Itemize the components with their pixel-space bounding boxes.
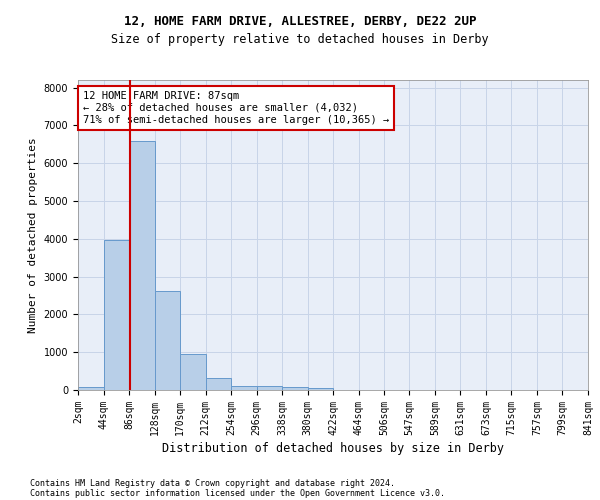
Bar: [282, 387, 308, 390]
Bar: [206, 378, 231, 390]
Bar: [231, 386, 257, 390]
X-axis label: Distribution of detached houses by size in Derby: Distribution of detached houses by size …: [162, 442, 504, 455]
Text: 12, HOME FARM DRIVE, ALLESTREE, DERBY, DE22 2UP: 12, HOME FARM DRIVE, ALLESTREE, DERBY, D…: [124, 15, 476, 28]
Text: Size of property relative to detached houses in Derby: Size of property relative to detached ho…: [111, 32, 489, 46]
Bar: [78, 387, 104, 390]
Text: Contains HM Land Registry data © Crown copyright and database right 2024.: Contains HM Land Registry data © Crown c…: [30, 478, 395, 488]
Bar: [104, 240, 129, 390]
Bar: [129, 141, 155, 390]
Bar: [155, 291, 180, 390]
Bar: [257, 386, 282, 390]
Text: Contains public sector information licensed under the Open Government Licence v3: Contains public sector information licen…: [30, 488, 445, 498]
Y-axis label: Number of detached properties: Number of detached properties: [28, 137, 38, 333]
Bar: [308, 388, 334, 390]
Text: 12 HOME FARM DRIVE: 87sqm
← 28% of detached houses are smaller (4,032)
71% of se: 12 HOME FARM DRIVE: 87sqm ← 28% of detac…: [83, 92, 389, 124]
Bar: [180, 354, 206, 390]
